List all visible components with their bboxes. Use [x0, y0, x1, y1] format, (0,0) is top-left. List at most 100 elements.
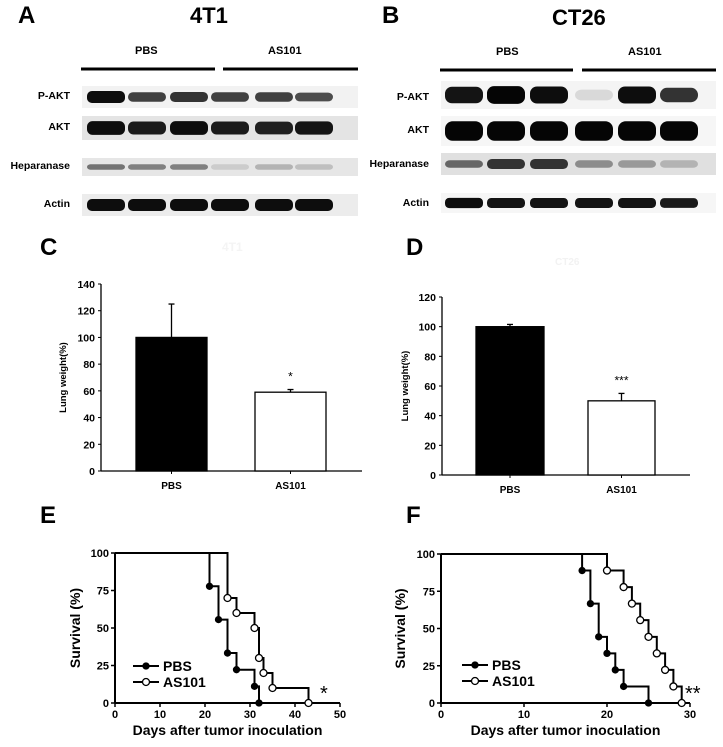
panel-label-b: B: [382, 2, 400, 29]
blot-band: [295, 164, 333, 170]
significance-marker: *: [288, 370, 293, 384]
y-tick-label: 25: [423, 661, 435, 673]
row-label-actin-a: Actin: [43, 198, 70, 210]
legend-label: AS101: [492, 673, 535, 689]
bar-as101: [587, 400, 656, 476]
blot-band: [128, 164, 166, 170]
censor-marker: [223, 593, 232, 603]
censor-marker: [603, 649, 611, 658]
blot-band: [170, 199, 208, 211]
censor-marker: [205, 582, 214, 590]
y-tick-label: 0: [103, 698, 109, 710]
censor-marker: [578, 566, 586, 575]
x-tick-label: 30: [684, 709, 696, 721]
y-tick-label: 80: [424, 351, 436, 363]
x-tick-label: AS101: [606, 485, 637, 496]
censor-marker: [232, 608, 241, 618]
panel-label-c: C: [40, 234, 58, 261]
blot-band: [618, 198, 656, 208]
x-tick-label: 50: [334, 709, 346, 721]
censor-marker: [254, 653, 264, 663]
panel-label-f: F: [406, 502, 421, 529]
blot-band: [295, 92, 333, 102]
western-blot-a: [81, 67, 358, 216]
blot-band: [660, 87, 698, 103]
significance-marker: *: [320, 683, 328, 705]
censor-marker: [611, 666, 619, 674]
censor-marker: [214, 615, 223, 624]
y-tick-label: 0: [429, 698, 435, 710]
survival-chart-e: 0 25 50 75 100 0 10 20 30 40 50 Days after tumor in…: [67, 548, 346, 738]
x-axis-label: Days after tumor inoculation: [471, 722, 661, 738]
censor-marker: [586, 599, 595, 608]
blot-band: [211, 164, 249, 170]
y-tick-label: 100: [417, 549, 435, 561]
x-tick-label: 20: [199, 709, 211, 721]
y-tick-label: 100: [77, 332, 95, 344]
blot-band: [211, 199, 249, 211]
row-label-pakt-a: P-AKT: [37, 90, 70, 102]
x-tick-label: 40: [289, 709, 301, 721]
censor-marker: [223, 649, 232, 657]
y-tick-label: 40: [424, 411, 436, 423]
censor-marker: [669, 682, 678, 691]
censor-marker: [660, 665, 670, 675]
censor-marker: [627, 599, 637, 608]
censor-marker: [619, 582, 628, 592]
y-tick-label: 50: [97, 623, 109, 635]
y-tick-label: 75: [423, 586, 435, 598]
x-tick-label: 30: [244, 709, 256, 721]
y-tick-label: 40: [83, 413, 95, 425]
row-label-heparanase-b: Heparanase: [369, 158, 429, 170]
censor-marker: [255, 699, 263, 707]
legend-marker: [470, 676, 480, 686]
censor-marker: [259, 668, 268, 678]
blot-band: [87, 91, 125, 103]
bar-chart-c: 0 20 40 60 80 100 120 140 Lung weight(%) PBS AS101…: [58, 279, 362, 492]
x-tick-label: 10: [154, 709, 166, 721]
y-axis-label: Survival (%): [67, 588, 83, 668]
blot-band: [87, 121, 125, 135]
blot-band: [87, 164, 125, 170]
blot-band: [487, 86, 525, 104]
blot-band: [128, 121, 166, 135]
censor-marker: [602, 566, 612, 575]
blot-band: [128, 199, 166, 211]
blot-band: [211, 92, 249, 102]
panel-label-a: A: [18, 2, 36, 29]
blot-band: [487, 158, 525, 170]
blot-band: [660, 121, 698, 141]
censor-marker: [636, 616, 645, 625]
faint-title-d: CT26: [555, 257, 580, 268]
blot-band: [211, 121, 249, 135]
legend-marker: [471, 661, 479, 669]
censor-marker: [677, 698, 686, 708]
censor-marker: [619, 682, 628, 691]
blot-band: [530, 158, 568, 170]
group-label-as101-b: AS101: [628, 46, 662, 58]
x-tick-label: 0: [438, 709, 444, 721]
blot-band: [660, 198, 698, 208]
censor-marker: [652, 649, 661, 658]
blot-band: [128, 92, 166, 102]
group-label-pbs-b: PBS: [496, 46, 519, 58]
y-tick-label: 140: [77, 279, 95, 291]
blot-band: [170, 91, 208, 103]
blot-band: [530, 198, 568, 208]
bar-as101: [254, 391, 327, 472]
censor-marker: [644, 699, 653, 707]
blot-title-4t1: 4T1: [190, 3, 228, 28]
blot-band: [255, 199, 293, 211]
significance-marker: **: [685, 683, 701, 705]
row-label-heparanase-a: Heparanase: [10, 160, 70, 172]
blot-band: [445, 86, 483, 104]
x-tick-label: 0: [112, 709, 118, 721]
row-label-pakt-b: P-AKT: [396, 91, 429, 103]
blot-band: [445, 121, 483, 141]
y-tick-label: 50: [423, 624, 435, 636]
blot-band: [87, 199, 125, 211]
blot-band: [170, 164, 208, 170]
censor-marker: [644, 632, 653, 641]
survival-curve-as101: [441, 553, 683, 703]
blot-band: [618, 121, 656, 141]
